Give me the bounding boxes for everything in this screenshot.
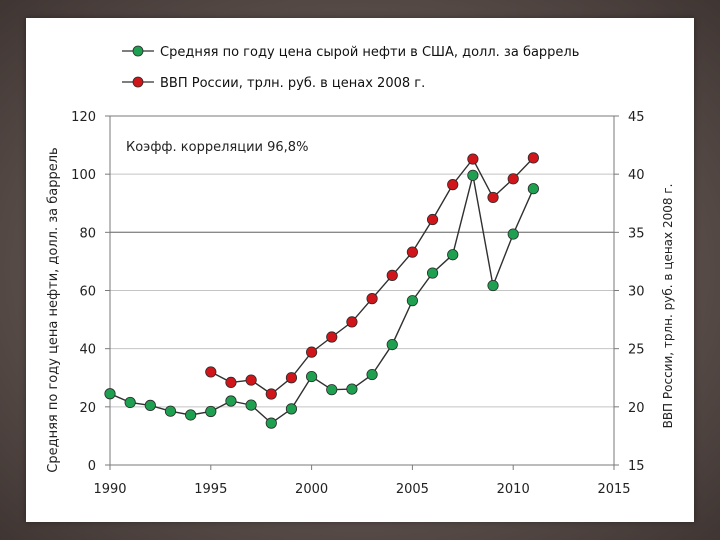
left-axis-title: Средняя по году цена нефти, долл. за бар… bbox=[46, 147, 61, 472]
oil-price-point bbox=[265, 417, 277, 429]
x-tick-label: 1990 bbox=[93, 482, 126, 497]
gdp-point bbox=[305, 346, 318, 358]
x-tick-label: 1995 bbox=[194, 482, 227, 497]
y-left-tick-label: 60 bbox=[79, 285, 96, 300]
slide-panel: Средняя по году цена сырой нефти в США, … bbox=[26, 18, 694, 522]
y-left-tick-label: 20 bbox=[79, 401, 96, 416]
oil-price-point bbox=[467, 169, 479, 181]
series-markers bbox=[104, 152, 539, 429]
y-left-tick-label: 120 bbox=[71, 110, 96, 125]
legend-label-gdp: ВВП России, трлн. руб. в ценах 2008 г. bbox=[160, 76, 425, 91]
oil-price-point bbox=[245, 399, 257, 411]
oil-price-point bbox=[426, 267, 439, 279]
gdp-point bbox=[527, 152, 539, 164]
x-tick-label: 2000 bbox=[295, 482, 328, 497]
y-left-tick-label: 80 bbox=[79, 226, 96, 241]
oil-price-point bbox=[447, 249, 459, 261]
y-right-tick-label: 20 bbox=[628, 401, 645, 416]
oil-price-point bbox=[366, 368, 378, 381]
x-tick-label: 2010 bbox=[497, 482, 530, 497]
oil-price-point bbox=[487, 279, 499, 292]
y-left-tick-label: 0 bbox=[88, 459, 96, 474]
oil-price-point bbox=[144, 399, 156, 411]
oil-price-point bbox=[326, 384, 338, 396]
gdp-point bbox=[366, 293, 378, 305]
oil-price-point bbox=[527, 183, 539, 195]
oil-price-point bbox=[285, 403, 298, 415]
y-left-tick-label: 100 bbox=[71, 168, 96, 183]
oil-price-point bbox=[225, 395, 237, 407]
legend: Средняя по году цена сырой нефти в США, … bbox=[122, 45, 579, 91]
oil-price-point bbox=[205, 405, 217, 418]
gdp-point bbox=[265, 388, 277, 400]
y-right-tick-label: 45 bbox=[628, 110, 645, 125]
right-axis-title: ВВП России, трлн. руб. в ценах 2008 г. bbox=[661, 184, 675, 429]
oil-price-point bbox=[507, 228, 519, 240]
y-right-tick-label: 40 bbox=[628, 168, 645, 183]
gdp-point bbox=[205, 366, 217, 378]
oil-price-line bbox=[109, 175, 535, 424]
gdp-point bbox=[386, 269, 398, 281]
gdp-point bbox=[447, 179, 459, 191]
gdp-line bbox=[210, 157, 534, 395]
right-axis-ticks: 15 20 25 30 35 40 45 bbox=[614, 110, 645, 474]
correlation-annotation: Коэфф. корреляции 96,8% bbox=[126, 140, 308, 155]
gridlines bbox=[110, 173, 614, 408]
gdp-point bbox=[406, 246, 418, 258]
x-tick-label: 2005 bbox=[396, 482, 429, 497]
gdp-point bbox=[507, 173, 519, 185]
y-right-tick-label: 15 bbox=[628, 459, 645, 474]
y-right-tick-label: 30 bbox=[628, 285, 645, 300]
gdp-point bbox=[245, 374, 257, 386]
gdp-point bbox=[346, 316, 358, 328]
oil-price-point bbox=[346, 383, 358, 395]
y-right-tick-label: 25 bbox=[628, 343, 645, 358]
y-right-tick-label: 35 bbox=[628, 226, 645, 241]
oil-price-point bbox=[124, 396, 136, 409]
oil-price-point bbox=[104, 388, 116, 400]
left-axis-ticks: 0 20 40 60 80 100 120 bbox=[71, 110, 110, 474]
gdp-point bbox=[467, 153, 479, 165]
y-left-tick-label: 40 bbox=[79, 343, 96, 358]
oil-price-point bbox=[305, 370, 318, 383]
oil-price-point bbox=[185, 409, 197, 421]
x-axis-ticks: 1990 1995 2000 2005 2010 2015 bbox=[93, 465, 631, 497]
gdp-point bbox=[426, 213, 439, 226]
gdp-point bbox=[225, 376, 237, 389]
x-tick-label: 2015 bbox=[597, 482, 630, 497]
legend-label-oil: Средняя по году цена сырой нефти в США, … bbox=[160, 45, 579, 60]
oil-price-point bbox=[386, 338, 398, 351]
gdp-point bbox=[326, 331, 338, 343]
oil-price-point bbox=[406, 295, 418, 307]
legend-marker-gdp bbox=[132, 76, 144, 88]
oil-price-point bbox=[164, 405, 177, 417]
gdp-point bbox=[487, 191, 499, 204]
chart: Средняя по году цена сырой нефти в США, … bbox=[46, 45, 675, 497]
legend-marker-oil bbox=[132, 45, 144, 57]
gdp-point bbox=[285, 372, 298, 384]
